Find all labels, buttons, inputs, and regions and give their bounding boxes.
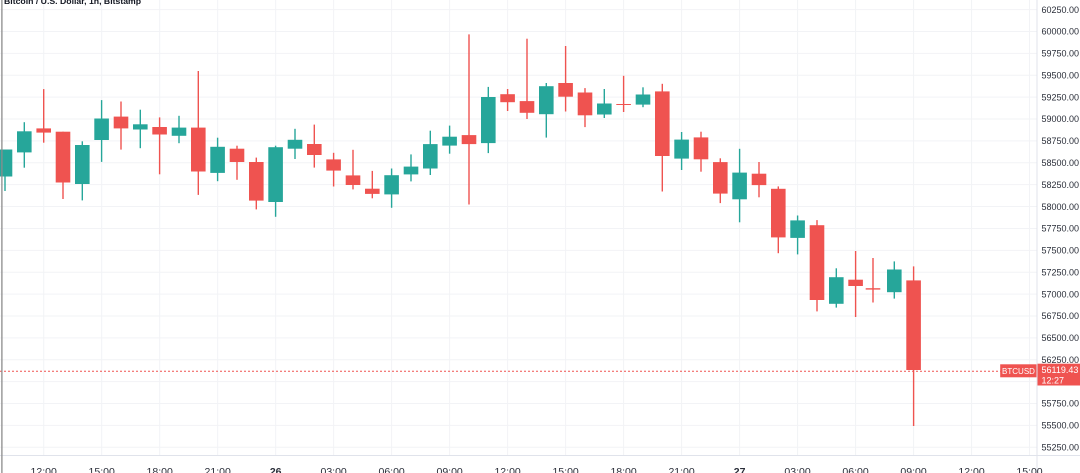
svg-text:06:00: 06:00 [378,466,404,473]
svg-text:58500.00: 58500.00 [1042,158,1080,168]
svg-text:58250.00: 58250.00 [1042,180,1080,190]
svg-text:56750.00: 56750.00 [1042,311,1080,321]
svg-text:60250.00: 60250.00 [1042,5,1080,15]
svg-text:58000.00: 58000.00 [1042,202,1080,212]
svg-text:59750.00: 59750.00 [1042,49,1080,59]
svg-text:18:00: 18:00 [610,466,636,473]
svg-text:58750.00: 58750.00 [1042,136,1080,146]
svg-text:09:00: 09:00 [436,466,462,473]
svg-text:57500.00: 57500.00 [1042,246,1080,256]
svg-text:03:00: 03:00 [784,466,810,473]
svg-text:21:00: 21:00 [668,466,694,473]
svg-text:57750.00: 57750.00 [1042,224,1080,234]
svg-text:56119.43: 56119.43 [1042,365,1079,375]
svg-text:56500.00: 56500.00 [1042,333,1080,343]
svg-text:15:00: 15:00 [552,466,578,473]
svg-text:12:00: 12:00 [494,466,520,473]
svg-text:15:00: 15:00 [1016,466,1042,473]
svg-text:03:00: 03:00 [321,466,347,473]
svg-text:09:00: 09:00 [900,466,926,473]
svg-text:57250.00: 57250.00 [1042,267,1080,277]
svg-text:06:00: 06:00 [842,466,868,473]
svg-text:55250.00: 55250.00 [1042,442,1080,452]
svg-text:56250.00: 56250.00 [1042,355,1080,365]
svg-text:12:00: 12:00 [31,466,57,473]
svg-text:26: 26 [270,466,282,473]
svg-text:15:00: 15:00 [89,466,115,473]
svg-text:59000.00: 59000.00 [1042,114,1080,124]
svg-text:55500.00: 55500.00 [1042,421,1080,431]
svg-text:57000.00: 57000.00 [1042,289,1080,299]
svg-text:55750.00: 55750.00 [1042,399,1080,409]
svg-text:12:00: 12:00 [958,466,984,473]
svg-text:27: 27 [734,466,746,473]
svg-text:60000.00: 60000.00 [1042,27,1080,37]
svg-text:BTCUSD: BTCUSD [1002,367,1035,376]
svg-text:21:00: 21:00 [205,466,231,473]
svg-text:59250.00: 59250.00 [1042,92,1080,102]
svg-text:12:27: 12:27 [1042,375,1065,385]
svg-text:18:00: 18:00 [147,466,173,473]
svg-text:59500.00: 59500.00 [1042,70,1080,80]
svg-text:Bitcoin / U.S. Dollar, 1h, Bit: Bitcoin / U.S. Dollar, 1h, Bitstamp [4,0,141,6]
